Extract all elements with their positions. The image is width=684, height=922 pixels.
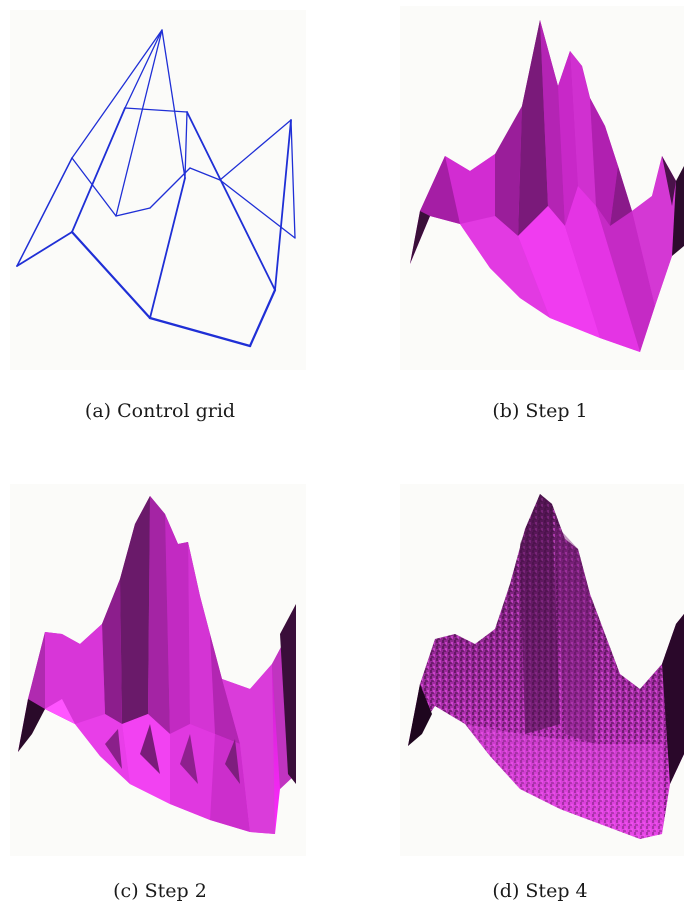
step-2-surface-panel xyxy=(10,484,306,856)
step-2-surface xyxy=(18,496,296,834)
step-1-surface xyxy=(410,20,684,352)
caption-step-4: (d) Step 4 xyxy=(492,880,588,902)
control-grid-wireframe xyxy=(16,29,296,348)
caption-step-2: (c) Step 2 xyxy=(113,880,207,902)
step-4-surface xyxy=(408,494,684,839)
caption-control-grid: (a) Control grid xyxy=(84,400,236,422)
control-grid-panel xyxy=(10,10,306,370)
step-4-surface-panel xyxy=(400,484,684,856)
caption-step-1: (b) Step 1 xyxy=(492,400,588,422)
step-1-surface-panel xyxy=(400,6,684,370)
